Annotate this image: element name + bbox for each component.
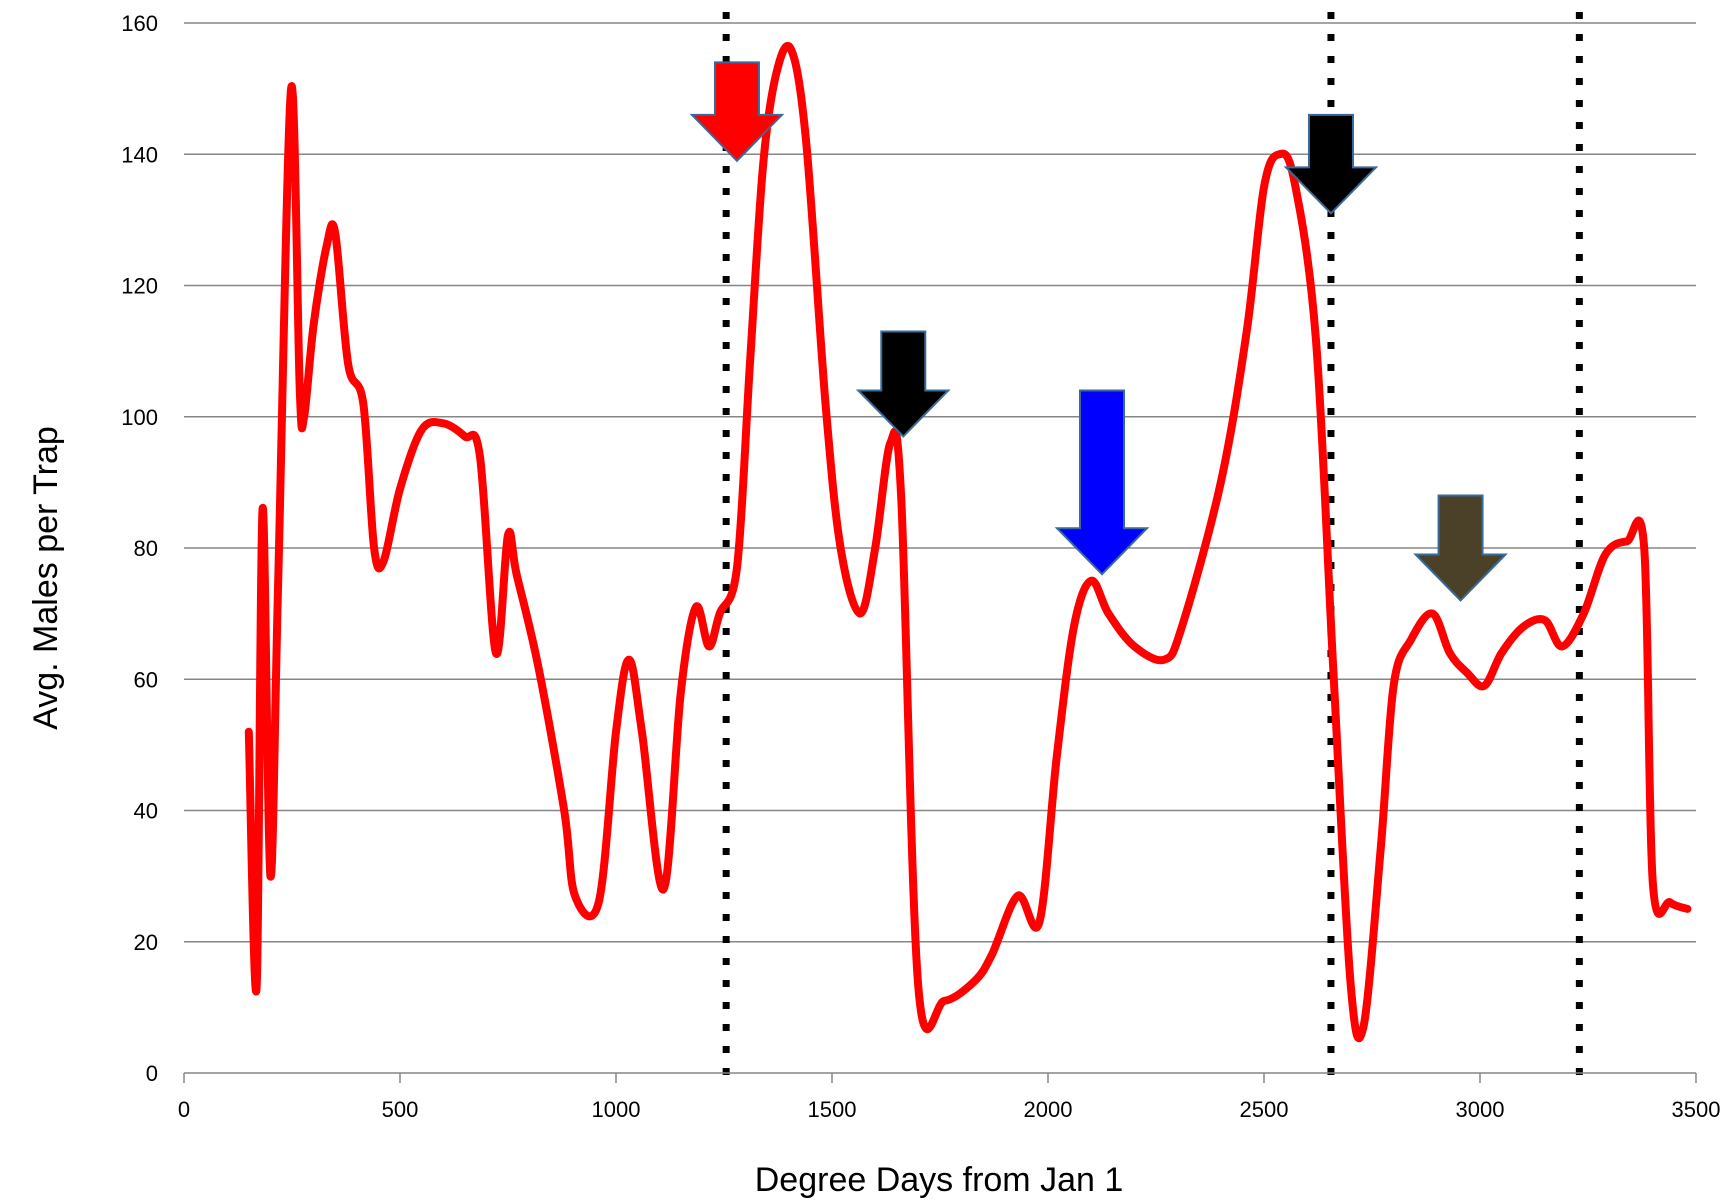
down-arrow-icon <box>1054 389 1150 576</box>
x-axis-title: Degree Days from Jan 1 <box>755 1161 1124 1199</box>
y-tick-label: 160 <box>121 11 158 36</box>
x-tick-label: 3000 <box>1456 1097 1505 1122</box>
x-tick-label: 2000 <box>1024 1097 1073 1122</box>
axes <box>183 1072 1697 1083</box>
arrows-group <box>689 61 1508 602</box>
grid <box>184 22 1696 943</box>
down-arrow-icon <box>855 330 951 438</box>
down-arrow-icon <box>689 61 785 163</box>
down-arrow-icon <box>1283 113 1379 215</box>
y-axis-title: Avg. Males per Trap <box>27 426 65 730</box>
x-tick-label: 1000 <box>592 1097 641 1122</box>
y-tick-label: 120 <box>121 274 158 299</box>
series-group <box>244 41 1692 1043</box>
y-tick-label: 60 <box>134 667 158 692</box>
y-tick-label: 140 <box>121 142 158 167</box>
tick-labels: 0 20 40 60 80 100 120 140 160 0 500 1000 1500 2000 250… <box>121 11 1720 1122</box>
x-tick-label: 500 <box>382 1097 419 1122</box>
y-tick-label: 100 <box>121 405 158 430</box>
x-tick-label: 0 <box>178 1097 190 1122</box>
x-tick-label: 3500 <box>1672 1097 1721 1122</box>
y-tick-label: 40 <box>134 799 158 824</box>
down-arrow-icon <box>1413 494 1508 602</box>
x-tick-label: 1500 <box>808 1097 857 1122</box>
y-tick-label: 80 <box>134 536 158 561</box>
y-tick-label: 20 <box>134 930 158 955</box>
x-tick-label: 2500 <box>1240 1097 1289 1122</box>
series-line <box>244 41 1692 1043</box>
y-tick-label: 0 <box>146 1061 158 1086</box>
